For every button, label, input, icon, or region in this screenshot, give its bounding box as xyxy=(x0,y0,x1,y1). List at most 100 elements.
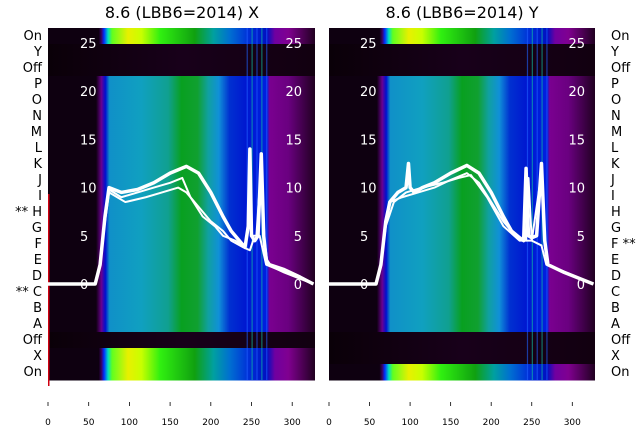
xtick-label: 250 xyxy=(243,418,260,428)
series-line-trace-b xyxy=(329,172,594,285)
heatmap-row xyxy=(48,284,315,301)
row-label: O xyxy=(611,93,621,108)
row-label: N xyxy=(611,109,621,124)
heatmap-row xyxy=(329,284,595,301)
xtick-label: 150 xyxy=(442,418,459,428)
xtick-label: 50 xyxy=(364,418,376,428)
heatmap-row xyxy=(48,268,315,285)
heatmap-row xyxy=(329,28,595,45)
row-label: I xyxy=(611,189,615,204)
row-label: F xyxy=(35,237,42,252)
row-label: E xyxy=(611,253,619,268)
xtick-label: 0 xyxy=(45,418,51,428)
inner-ytick-label: 25 xyxy=(568,37,585,52)
inner-ytick-label: 5 xyxy=(294,230,302,245)
row-label: On xyxy=(24,365,42,380)
row-label: D xyxy=(32,269,42,284)
inner-ytick-label: 5 xyxy=(577,230,585,245)
heatmap-row xyxy=(48,236,315,253)
inner-ytick-label: 10 xyxy=(568,182,585,197)
heatmap-row xyxy=(329,220,595,237)
heatmap-row xyxy=(329,252,595,269)
heatmap-row xyxy=(329,60,595,77)
left-panel-title: 8.6 (LBB6=2014) X xyxy=(105,3,259,22)
row-label: P xyxy=(611,77,619,92)
series-line-trace-a xyxy=(329,161,595,286)
row-label: D xyxy=(611,269,621,284)
inner-ytick-label: 25 xyxy=(80,37,97,52)
row-label: O xyxy=(32,93,42,108)
row-label: Y xyxy=(610,45,619,60)
inner-ytick-label: 5 xyxy=(360,230,368,245)
detector-stripe xyxy=(546,28,548,380)
row-label: A xyxy=(611,317,620,332)
heatmap-row xyxy=(48,252,315,269)
heatmap-row xyxy=(329,204,595,221)
inner-ytick-label: 20 xyxy=(568,85,585,100)
heatmap-row xyxy=(329,332,595,349)
xtick-label: 300 xyxy=(284,418,301,428)
xtick-label: 50 xyxy=(83,418,95,428)
heatmap-row xyxy=(329,364,595,381)
row-label: On xyxy=(24,29,42,44)
inner-ytick-label: 15 xyxy=(360,133,377,148)
heatmap-row xyxy=(329,124,595,141)
inner-ytick-label: 10 xyxy=(285,182,302,197)
row-label: Off xyxy=(23,61,43,76)
row-label: ** C xyxy=(16,285,42,300)
row-label: C xyxy=(611,285,620,300)
heatmap-row xyxy=(48,92,315,109)
heatmap-row xyxy=(48,300,315,317)
xtick-label: 200 xyxy=(202,418,219,428)
heatmap-row xyxy=(329,140,595,157)
heatmap-row xyxy=(48,28,315,45)
inner-ytick-label: 20 xyxy=(285,85,302,100)
heatmap-row xyxy=(329,300,595,317)
heatmap-row xyxy=(329,236,595,253)
heatmap-row xyxy=(48,332,315,349)
heatmap-row xyxy=(48,316,315,333)
inner-ytick-label: 15 xyxy=(80,133,97,148)
inner-ytick-label: 25 xyxy=(285,37,302,52)
xtick-label: 150 xyxy=(162,418,179,428)
detector-stripe xyxy=(531,28,533,380)
series-line-trace-c xyxy=(329,174,594,285)
heatmap-row xyxy=(48,204,315,221)
row-label: E xyxy=(34,253,42,268)
inner-ytick-label: 10 xyxy=(80,182,97,197)
row-label: J xyxy=(610,173,615,188)
heatmap-row xyxy=(48,124,315,141)
row-label: G xyxy=(611,221,621,236)
row-label: B xyxy=(33,301,42,316)
heatmap-row xyxy=(329,268,595,285)
series-line-trace-c xyxy=(48,186,314,285)
row-label: M xyxy=(611,125,622,140)
inner-ytick-label: 25 xyxy=(360,37,377,52)
row-label: X xyxy=(33,349,42,364)
detector-stripe xyxy=(256,28,258,380)
series-line-trace-b xyxy=(48,152,314,285)
row-label: I xyxy=(38,189,42,204)
heatmap-row xyxy=(329,44,595,61)
row-label: M xyxy=(31,125,42,140)
row-label: H xyxy=(611,205,621,220)
heatmap-row xyxy=(48,364,315,381)
inner-ytick-label: 20 xyxy=(80,85,97,100)
edge-marker xyxy=(48,194,50,386)
row-label: X xyxy=(611,349,620,364)
row-label: K xyxy=(611,157,620,172)
heatmap-row xyxy=(329,156,595,173)
row-label: On xyxy=(611,29,629,44)
heatmap-row xyxy=(48,108,315,125)
heatmap-row xyxy=(48,76,315,93)
row-label: L xyxy=(611,141,619,156)
xtick-label: 100 xyxy=(402,418,419,428)
row-label: A xyxy=(33,317,42,332)
inner-ytick-label: 15 xyxy=(568,133,585,148)
heatmap-row xyxy=(48,348,315,365)
row-label: G xyxy=(32,221,42,236)
xtick-label: 0 xyxy=(326,418,332,428)
